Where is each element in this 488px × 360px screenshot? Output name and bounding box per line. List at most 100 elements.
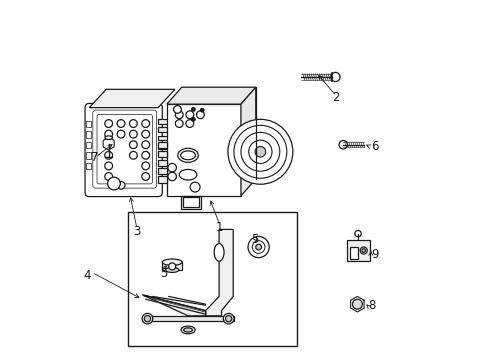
Circle shape — [104, 120, 112, 127]
Polygon shape — [350, 296, 364, 312]
Circle shape — [330, 72, 340, 82]
Bar — [128, 212, 297, 346]
Text: 4: 4 — [83, 269, 91, 282]
Circle shape — [247, 237, 269, 258]
Circle shape — [191, 118, 195, 121]
Circle shape — [227, 119, 292, 184]
Circle shape — [142, 313, 152, 324]
FancyBboxPatch shape — [93, 110, 156, 188]
Bar — [86, 163, 91, 170]
Circle shape — [129, 120, 137, 127]
Circle shape — [129, 130, 137, 138]
Circle shape — [173, 105, 181, 113]
Circle shape — [255, 244, 261, 250]
Ellipse shape — [214, 243, 224, 261]
Circle shape — [142, 162, 149, 170]
Polygon shape — [158, 136, 177, 140]
Polygon shape — [89, 89, 175, 108]
Circle shape — [117, 120, 124, 127]
FancyBboxPatch shape — [85, 103, 162, 197]
Text: 6: 6 — [370, 140, 378, 153]
Polygon shape — [158, 151, 166, 157]
Circle shape — [360, 247, 366, 254]
Circle shape — [233, 125, 286, 178]
Ellipse shape — [183, 328, 192, 332]
Circle shape — [352, 299, 362, 309]
Ellipse shape — [104, 136, 112, 139]
Circle shape — [104, 152, 112, 159]
Circle shape — [241, 132, 279, 171]
Circle shape — [338, 140, 347, 149]
Polygon shape — [158, 144, 177, 149]
Polygon shape — [158, 159, 166, 166]
Circle shape — [104, 162, 112, 170]
Ellipse shape — [165, 267, 179, 273]
Circle shape — [196, 111, 204, 118]
Polygon shape — [158, 142, 166, 148]
Circle shape — [255, 147, 265, 157]
Polygon shape — [181, 196, 201, 209]
Circle shape — [223, 313, 233, 324]
Circle shape — [225, 315, 231, 322]
Polygon shape — [166, 87, 255, 104]
Circle shape — [142, 141, 149, 149]
Circle shape — [142, 120, 149, 127]
Circle shape — [175, 120, 183, 127]
Polygon shape — [158, 176, 166, 183]
Text: 9: 9 — [370, 248, 378, 261]
Polygon shape — [205, 229, 233, 316]
Bar — [166, 104, 241, 196]
Bar — [86, 131, 91, 138]
Circle shape — [104, 141, 112, 149]
Circle shape — [107, 177, 120, 190]
Bar — [86, 153, 91, 159]
Circle shape — [248, 140, 271, 163]
Circle shape — [129, 141, 137, 149]
Circle shape — [252, 241, 264, 253]
Circle shape — [144, 315, 150, 322]
Circle shape — [167, 163, 176, 172]
Circle shape — [117, 181, 124, 189]
Polygon shape — [158, 127, 177, 132]
Polygon shape — [142, 316, 233, 321]
Circle shape — [185, 120, 193, 127]
Circle shape — [167, 172, 176, 181]
Ellipse shape — [180, 151, 195, 160]
Circle shape — [117, 130, 124, 138]
Polygon shape — [349, 247, 358, 259]
Circle shape — [185, 111, 193, 118]
Circle shape — [361, 249, 365, 252]
Circle shape — [200, 108, 203, 112]
Polygon shape — [346, 240, 369, 261]
Circle shape — [190, 182, 200, 192]
Polygon shape — [158, 119, 177, 124]
Bar — [86, 142, 91, 148]
Ellipse shape — [181, 326, 195, 334]
Circle shape — [104, 172, 112, 180]
Circle shape — [191, 108, 195, 111]
Text: 7: 7 — [91, 150, 98, 163]
Polygon shape — [241, 87, 255, 196]
Ellipse shape — [179, 170, 197, 180]
Text: 2: 2 — [332, 91, 339, 104]
Polygon shape — [162, 262, 182, 270]
Ellipse shape — [178, 148, 198, 162]
Circle shape — [354, 230, 361, 237]
Circle shape — [175, 111, 183, 118]
Circle shape — [104, 130, 112, 138]
Circle shape — [142, 130, 149, 138]
Circle shape — [142, 152, 149, 159]
Polygon shape — [183, 197, 199, 207]
Polygon shape — [142, 294, 205, 316]
Ellipse shape — [162, 259, 182, 265]
Text: 5: 5 — [160, 267, 167, 280]
Text: 3: 3 — [133, 225, 140, 238]
Text: 1: 1 — [216, 221, 223, 234]
Circle shape — [168, 263, 175, 270]
Polygon shape — [158, 168, 166, 174]
Text: 8: 8 — [367, 299, 374, 312]
FancyBboxPatch shape — [97, 114, 152, 184]
Text: 5: 5 — [251, 234, 258, 247]
Circle shape — [129, 152, 137, 159]
Bar — [86, 121, 91, 127]
